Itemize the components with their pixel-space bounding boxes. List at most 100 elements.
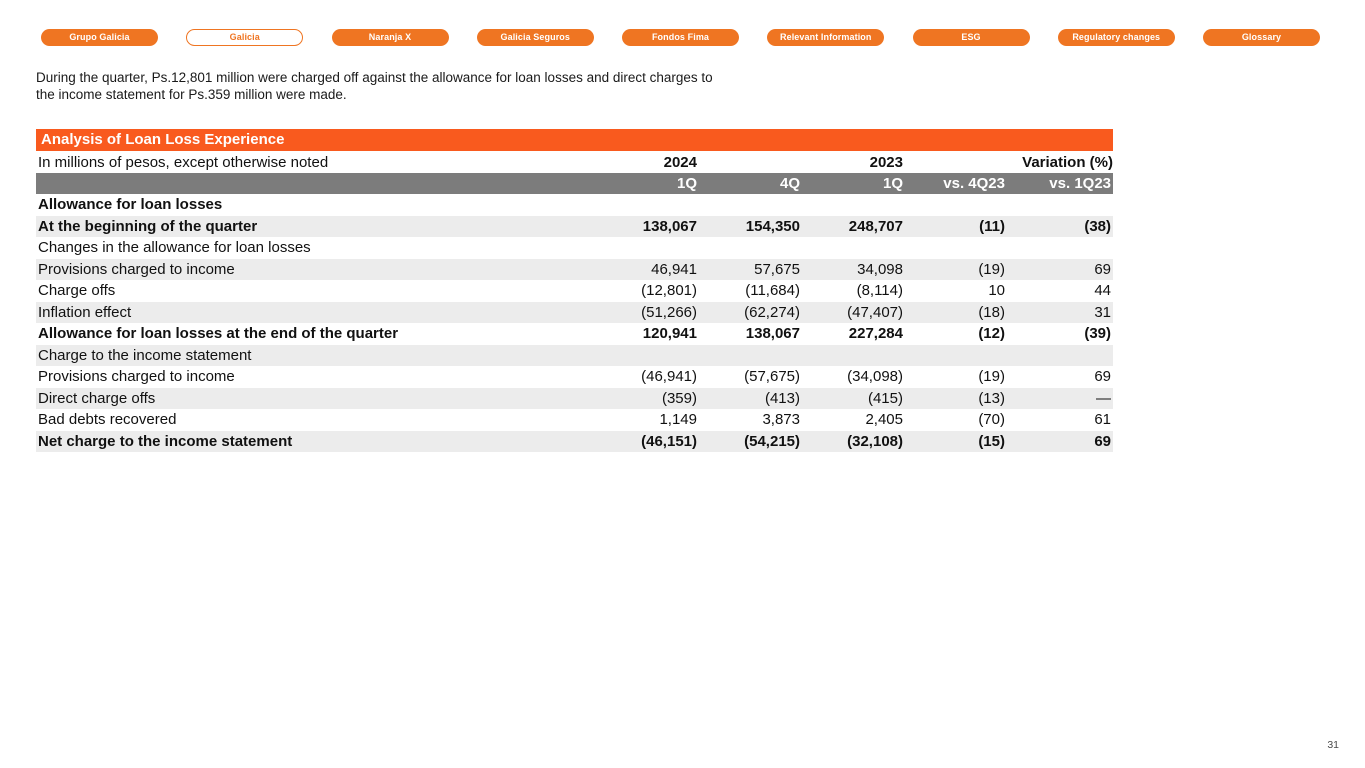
row-value: (32,108) <box>800 430 903 452</box>
intro-paragraph: During the quarter, Ps.12,801 million we… <box>36 70 713 102</box>
quarter-header-row: 1Q 4Q 1Q vs. 4Q23 vs. 1Q23 <box>36 173 1114 194</box>
spacer-cell <box>697 151 800 173</box>
table-row: Provisions charged to income (46,941) (57,… <box>36 366 1113 388</box>
row-value: (46,941) <box>641 368 697 386</box>
row-label: Provisions charged to income <box>38 368 235 386</box>
row-value <box>1005 344 1114 366</box>
row-label: Allowance for loan losses at the end of … <box>38 325 399 343</box>
table-row: Allowance for loan losses at the end of … <box>36 323 1113 345</box>
row-value: (51,266) <box>560 301 697 323</box>
nav-button-relevant-information[interactable]: Relevant Information <box>767 28 885 46</box>
row-label: Provisions charged to income <box>36 258 560 280</box>
row-value: (62,274) <box>697 301 800 323</box>
row-value <box>903 237 1005 259</box>
row-value: (12,801) <box>641 282 697 300</box>
row-value: 10 <box>988 282 1005 300</box>
row-value: (15) <box>903 430 1005 452</box>
row-value <box>1005 194 1113 216</box>
table-body: Allowance for loan losses At the beginnin… <box>36 194 1114 452</box>
row-value: 138,067 <box>560 215 697 237</box>
row-label: Net charge to the income statement <box>36 430 560 452</box>
row-value: (34,098) <box>847 368 903 386</box>
row-value: 44 <box>1094 282 1112 300</box>
row-value: (12) <box>978 325 1005 343</box>
row-value <box>560 344 697 366</box>
row-label: Changes in the allowance for loan losses <box>38 239 311 257</box>
quarter-header-1q23: 1Q <box>800 173 903 194</box>
table-row: At the beginning of the quarter 138,067 15… <box>36 215 1114 237</box>
top-navigation: Grupo Galicia Galicia Naranja X Galicia Seg… <box>41 28 1320 46</box>
row-value: (19) <box>978 368 1005 386</box>
row-label: Bad debts recovered <box>38 411 177 429</box>
row-value: (413) <box>697 387 800 409</box>
nav-button-galicia[interactable]: Galicia <box>186 28 304 46</box>
row-value: 31 <box>1005 301 1114 323</box>
table-title: Analysis of Loan Loss Experience <box>36 129 1113 151</box>
table-row: Allowance for loan losses <box>36 194 1113 216</box>
nav-button-naranja-x[interactable]: Naranja X <box>331 28 449 46</box>
year-2023-header: 2023 <box>869 153 903 171</box>
row-value: — <box>1005 387 1114 409</box>
row-value <box>560 237 697 259</box>
quarter-header-vs1q23: vs. 1Q23 <box>1005 173 1114 194</box>
table-row: Charge to the income statement <box>36 344 1114 366</box>
row-label: Allowance for loan losses <box>38 196 223 214</box>
row-value <box>903 194 1005 216</box>
table-row: Charge offs (12,801) (11,684) (8,114) 10 44 <box>36 280 1113 302</box>
row-value: (47,407) <box>800 301 903 323</box>
quarter-header-1q24: 1Q <box>560 173 697 194</box>
row-value: 2,405 <box>865 411 903 429</box>
row-value: (19) <box>903 258 1005 280</box>
row-value: 69 <box>1005 258 1114 280</box>
table-row: Provisions charged to income 46,941 57,675… <box>36 258 1114 280</box>
row-value: 248,707 <box>800 215 903 237</box>
row-value: (11,684) <box>745 282 800 300</box>
row-value: 61 <box>1094 411 1112 429</box>
row-value <box>697 344 800 366</box>
nav-button-fondos-fima[interactable]: Fondos Fima <box>622 28 739 46</box>
row-value <box>800 194 903 216</box>
nav-button-grupo-galicia[interactable]: Grupo Galicia <box>41 28 158 46</box>
row-value: (54,215) <box>697 430 800 452</box>
row-value: (359) <box>560 387 697 409</box>
page-number: 31 <box>1327 739 1339 751</box>
nav-button-esg[interactable]: ESG <box>912 28 1030 46</box>
row-value <box>903 344 1005 366</box>
table-row: Inflation effect (51,266) (62,274) (47,407)… <box>36 301 1114 323</box>
row-label: Direct charge offs <box>36 387 560 409</box>
table-subtitle: In millions of pesos, except otherwise n… <box>38 153 329 171</box>
nav-button-glossary[interactable]: Glossary <box>1203 28 1320 46</box>
loan-loss-table: Analysis of Loan Loss Experience In mill… <box>36 129 1114 452</box>
row-value: 1,149 <box>659 411 697 429</box>
row-value <box>800 237 903 259</box>
row-value: (57,675) <box>744 368 800 386</box>
table-row: Changes in the allowance for loan losses <box>36 237 1113 259</box>
row-value: (70) <box>978 411 1005 429</box>
row-value: (13) <box>903 387 1005 409</box>
row-value: (38) <box>1005 215 1114 237</box>
row-value: (11) <box>903 215 1005 237</box>
table-row: Bad debts recovered 1,149 3,873 2,405 (70) 61 <box>36 409 1113 431</box>
row-value <box>697 237 800 259</box>
row-value: 3,873 <box>762 411 800 429</box>
row-value: 46,941 <box>560 258 697 280</box>
row-value: (8,114) <box>856 282 903 300</box>
row-value <box>697 194 800 216</box>
row-value: (18) <box>903 301 1005 323</box>
spacer-cell <box>36 173 560 194</box>
row-value: 69 <box>1094 368 1112 386</box>
row-label: Charge to the income statement <box>36 344 560 366</box>
nav-button-galicia-seguros[interactable]: Galicia Seguros <box>476 28 594 46</box>
row-value <box>800 344 903 366</box>
row-label: Charge offs <box>38 282 116 300</box>
row-value: 138,067 <box>745 325 800 343</box>
row-value: 57,675 <box>697 258 800 280</box>
loan-loss-data-table: In millions of pesos, except otherwise n… <box>36 151 1114 452</box>
row-value: 154,350 <box>697 215 800 237</box>
row-value: 227,284 <box>848 325 903 343</box>
year-header-row: In millions of pesos, except otherwise n… <box>36 151 1113 173</box>
quarter-header-vs4q23: vs. 4Q23 <box>903 173 1005 194</box>
row-label: At the beginning of the quarter <box>36 215 560 237</box>
nav-button-regulatory-changes[interactable]: Regulatory changes <box>1057 28 1175 46</box>
row-label: Inflation effect <box>36 301 560 323</box>
